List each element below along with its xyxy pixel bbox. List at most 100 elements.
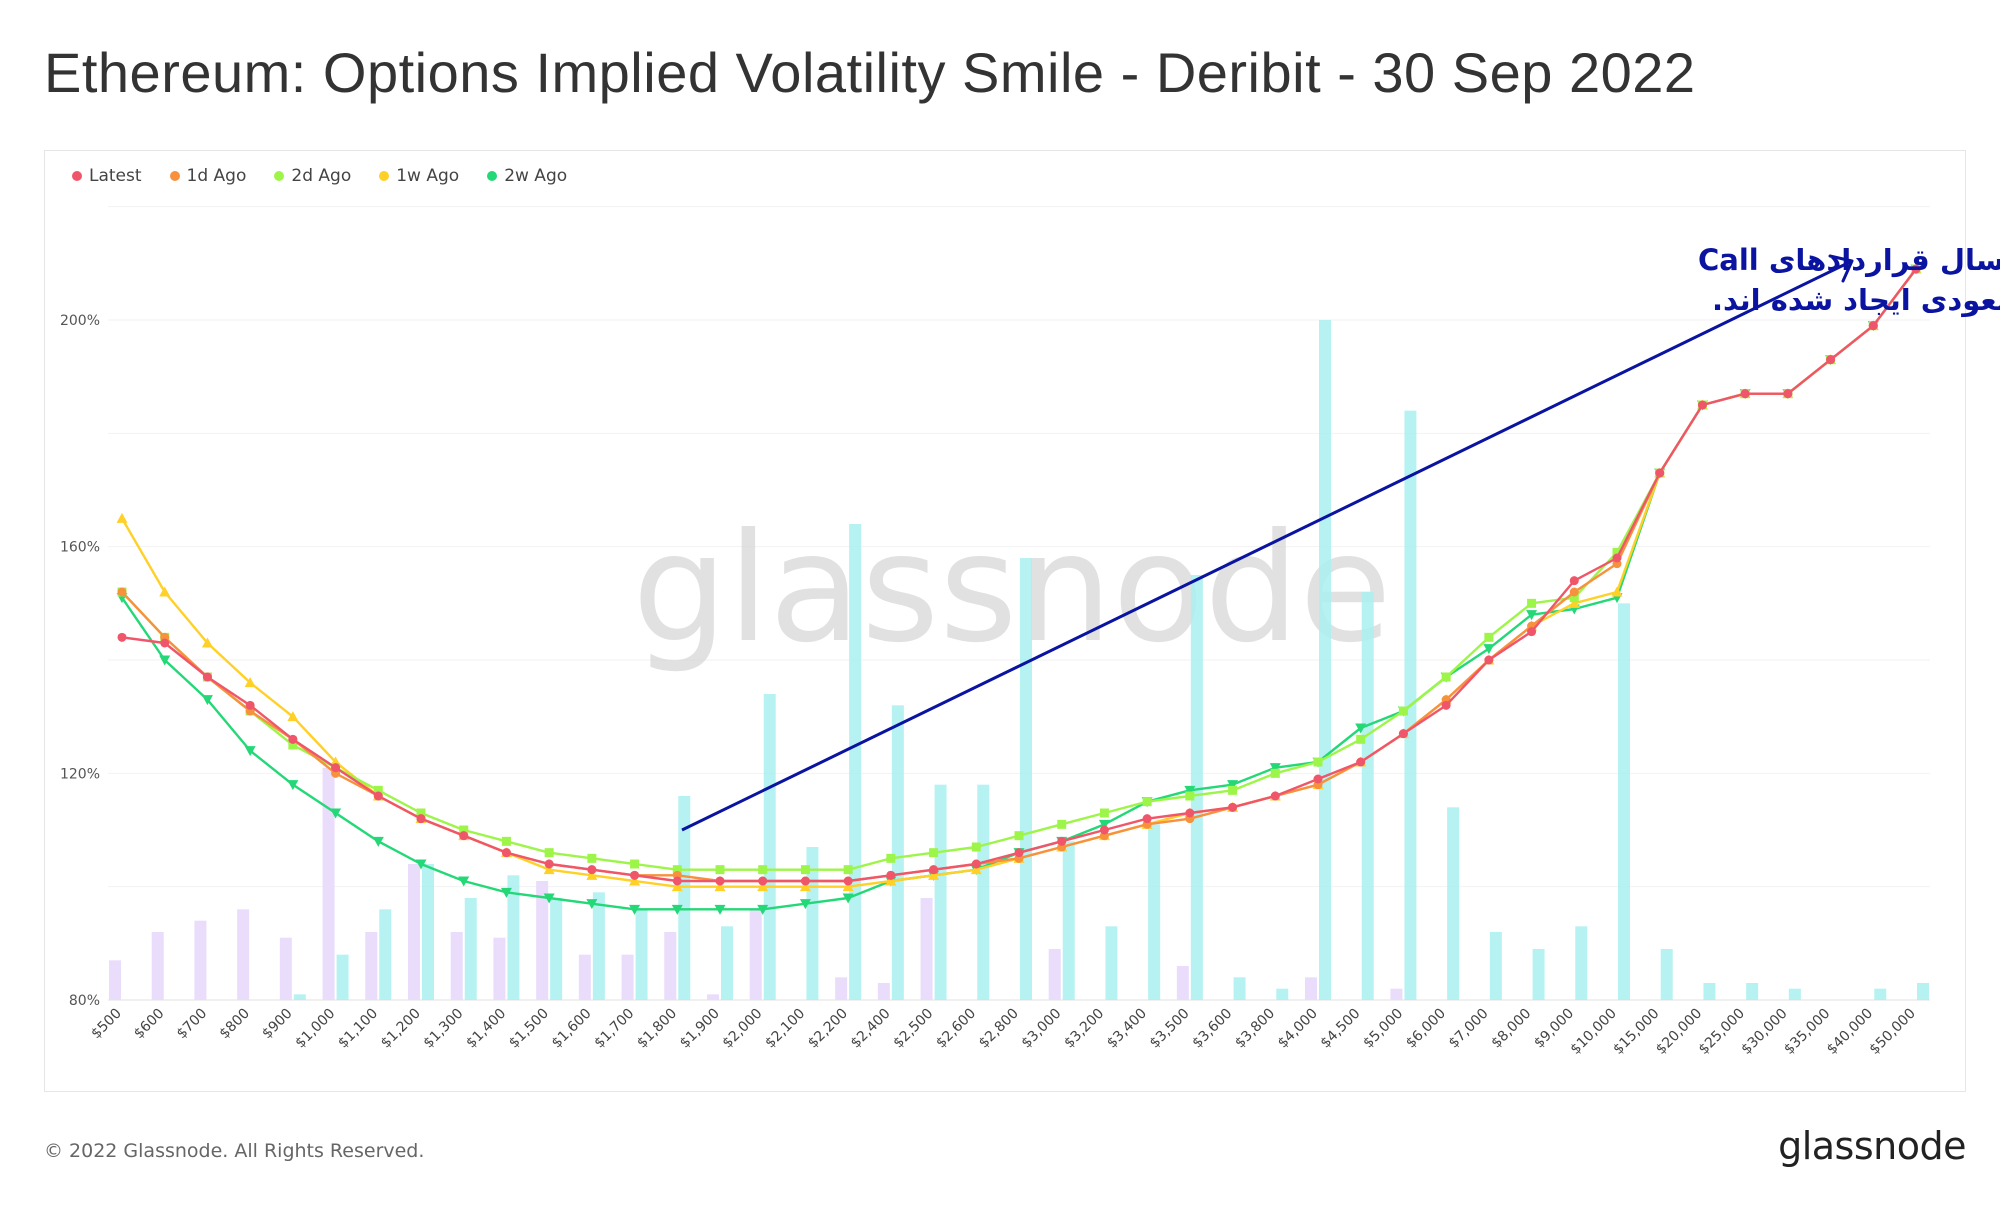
call-volume-bar [1190, 575, 1203, 1000]
call-volume-bar [1703, 983, 1716, 1000]
data-point [416, 814, 426, 824]
data-point [1483, 644, 1495, 655]
data-point [116, 512, 128, 523]
data-point [758, 865, 768, 875]
legend-item-1d-ago[interactable]: 1d Ago [169, 166, 247, 186]
data-point [160, 638, 170, 648]
x-tick-label: $1,700 [591, 1006, 637, 1052]
call-volume-bar [1746, 983, 1759, 1000]
call-volume-bar [1788, 988, 1801, 1000]
call-volume-bar [422, 864, 434, 1000]
data-point [1142, 797, 1152, 807]
data-point [672, 865, 682, 875]
legend-dot-1d-ago [169, 171, 180, 181]
annotation-arrow-line [681, 260, 1851, 832]
call-volume-bar [293, 994, 306, 1000]
y-tick-label: 200% [60, 313, 100, 329]
data-point [587, 853, 597, 863]
data-point [1313, 757, 1323, 767]
data-point [459, 831, 469, 841]
data-point [244, 746, 256, 757]
data-point [287, 711, 299, 722]
x-tick-label: $3,600 [1189, 1006, 1235, 1052]
data-point [587, 865, 597, 875]
call-volume-bar [592, 892, 605, 1000]
data-point [1527, 598, 1537, 608]
data-point [117, 587, 127, 597]
data-point [1270, 768, 1280, 778]
data-point [245, 700, 255, 710]
data-point [202, 672, 212, 682]
data-point [1142, 814, 1152, 824]
legend-item-1w-ago[interactable]: 1w Ago [379, 166, 459, 186]
x-tick-label: $30,000 [1738, 1006, 1790, 1058]
data-point [1612, 547, 1622, 557]
call-volume-bar [379, 909, 392, 1000]
data-point [1014, 831, 1024, 841]
put-volume-bar [493, 937, 506, 1000]
x-tick-label: $1,500 [506, 1006, 552, 1052]
data-point [971, 842, 981, 852]
data-point [544, 859, 554, 869]
call-volume-bar [1062, 841, 1075, 1000]
x-tick-label: $8,000 [1488, 1006, 1534, 1052]
x-tick-label: $1,000 [292, 1006, 338, 1052]
data-point [1569, 576, 1579, 586]
x-tick-label: $1,800 [634, 1006, 680, 1052]
data-point [458, 876, 470, 887]
legend-dot-2w-ago [487, 171, 498, 181]
legend-item-2d-ago[interactable]: 2d Ago [274, 166, 351, 186]
x-tick-label: $3,500 [1147, 1006, 1193, 1052]
x-tick-label: $1,100 [335, 1006, 381, 1052]
data-point [886, 870, 896, 880]
data-point [799, 899, 811, 910]
data-point [970, 864, 982, 875]
x-tick-label: $2,200 [805, 1006, 851, 1052]
data-point [1228, 802, 1238, 812]
data-point [1227, 780, 1239, 791]
data-point [1526, 610, 1538, 621]
call-volume-bar [1917, 983, 1929, 1000]
call-volume-bar [1575, 926, 1588, 1000]
data-point [671, 904, 683, 915]
data-point [715, 865, 725, 875]
call-volume-bar [1020, 558, 1032, 1000]
x-tick-label: $1,400 [463, 1006, 509, 1052]
annotation-text-line2: بسیاری با دیدگاه صعودی ایجاد شده اند. [1712, 283, 2000, 317]
legend-dot-2d-ago [274, 171, 285, 181]
data-point [1441, 700, 1451, 710]
legend-label-latest: Latest [89, 166, 142, 186]
legend-item-latest[interactable]: Latest [72, 166, 142, 186]
footer-copyright: © 2022 Glassnode. All Rights Reserved. [44, 1140, 425, 1162]
put-volume-bar [1390, 988, 1403, 1000]
data-point [500, 887, 512, 898]
data-point [1356, 757, 1366, 767]
legend-label-1d-ago: 1d Ago [186, 166, 247, 186]
data-point [501, 836, 511, 846]
put-volume-bar [408, 864, 420, 1000]
data-point [1270, 791, 1280, 801]
put-volume-bar [749, 909, 762, 1000]
call-volume-bar [721, 926, 733, 1000]
legend-item-2w-ago[interactable]: 2w Ago [487, 166, 567, 186]
call-volume-bar [763, 694, 776, 1000]
put-volume-bar [450, 932, 463, 1000]
data-point [159, 655, 171, 666]
annotation-text-line1: تا 30 سپتامبر امسال قراردادهای Call [1698, 243, 2000, 278]
call-volume-bar [1618, 603, 1630, 1000]
data-point [843, 865, 853, 875]
call-volume-bar [1148, 824, 1161, 1000]
data-point [459, 825, 469, 835]
data-point [543, 864, 555, 875]
x-tick-label: $5,000 [1360, 1006, 1406, 1052]
data-point [1484, 632, 1494, 642]
data-point [1783, 389, 1793, 399]
x-tick-label: $1,200 [378, 1006, 424, 1052]
data-point [714, 881, 726, 892]
data-point [1099, 825, 1109, 835]
data-point [331, 763, 341, 773]
data-point [929, 865, 939, 875]
legend-label-1w-ago: 1w Ago [396, 166, 460, 186]
volume-bars [109, 320, 1929, 1001]
data-point [842, 881, 854, 892]
